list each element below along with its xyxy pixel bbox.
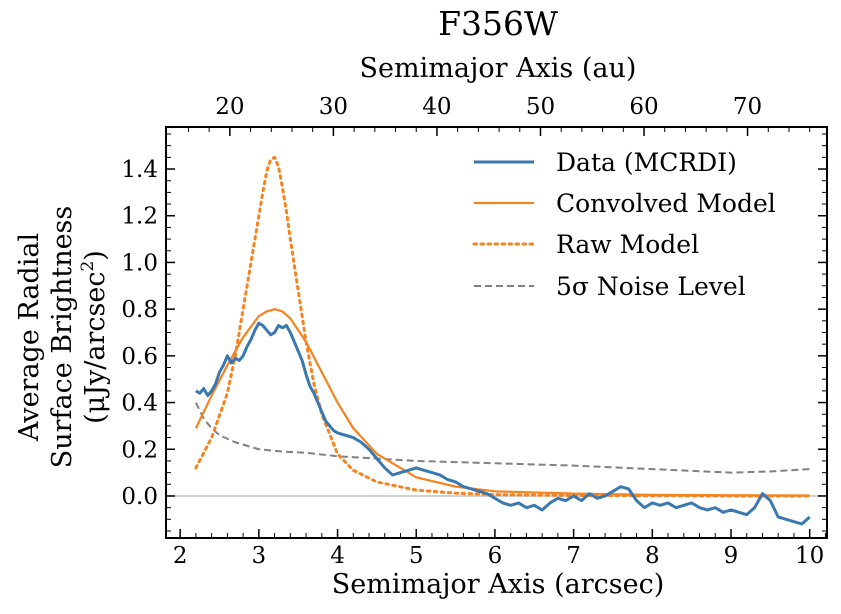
legend-label: 5σ Noise Level [556,272,746,301]
y-axis-label-unit: (μJy/arcsec2) [78,250,111,424]
y-tick-label: 0.4 [121,391,158,417]
x-tick-label: 2 [173,543,188,569]
x-tick-label: 10 [795,543,824,569]
x-tick-label: 8 [645,543,660,569]
legend-label: Convolved Model [556,189,776,218]
y-axis-label: Average Radial Surface Brightness (μJy/a… [14,206,111,469]
y-tick-label: 1.2 [121,204,158,230]
legend: Data (MCRDI) Convolved Model Raw Model 5σ N… [472,148,776,301]
chart-title: F356W [438,4,558,43]
x-tick-label: 5 [409,543,424,569]
y-axis-label-unit-sup: 2 [78,261,98,272]
x-tick-label: 6 [488,543,503,569]
series-noise-level [194,402,810,474]
y-axis-label-line-2: Surface Brightness [47,206,78,469]
series-layer [194,155,812,526]
y-axis-label-line-1: Average Radial [14,233,45,442]
y-axis-label-unit-prefix: (μJy/arcsec [80,272,111,424]
top-axis-tick-label: 60 [629,94,658,120]
top-axis-label: Semimajor Axis (au) [360,53,637,84]
x-tick-label: 3 [252,543,267,569]
y-tick-label: 0.2 [121,437,158,463]
y-tick-label: 1.4 [121,157,158,183]
plot-frame [165,126,828,539]
series-data-mcrdi [195,321,811,526]
x-tick-label: 4 [330,543,345,569]
y-tick-label: 0.0 [121,484,158,510]
top-axis-tick-label: 50 [526,94,555,120]
y-tick-label: 1.0 [121,250,158,276]
top-axis-tick-label: 40 [422,94,451,120]
legend-label: Raw Model [556,230,699,259]
y-tick-label: 0.8 [121,297,158,323]
top-axis-tick-label: 20 [215,94,244,120]
legend-label: Data (MCRDI) [556,148,737,177]
y-axis-label-unit-suffix: ) [80,250,111,261]
ticks-layer: 2 3 4 5 6 7 8 9 10 0.0 0.2 0.4 0.6 0.8 1.0 1.2 1.4 20 30 40… [121,94,827,569]
top-axis-tick-label: 30 [319,94,348,120]
series-convolved-model [194,308,810,497]
x-tick-label: 7 [566,543,581,569]
x-axis-label: Semimajor Axis (arcsec) [332,569,664,600]
plot-area: 2 3 4 5 6 7 8 9 10 0.0 0.2 0.4 0.6 0.8 1.0 1.2 1.4 20 30 40… [121,94,828,569]
top-axis-tick-label: 70 [733,94,762,120]
x-tick-label: 9 [724,543,739,569]
y-tick-label: 0.6 [121,344,158,370]
series-raw-model [194,155,812,498]
